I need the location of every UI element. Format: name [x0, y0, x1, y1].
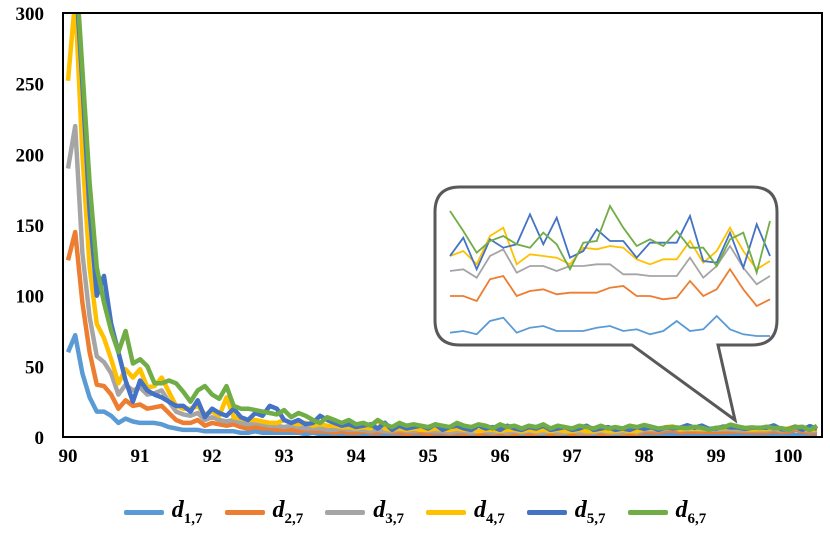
legend-label: d3,7	[373, 497, 404, 528]
legend-item: d6,7	[627, 497, 707, 528]
legend-label-base: d	[373, 497, 386, 523]
inset-line-5	[449, 212, 771, 272]
x-tick-label: 95	[419, 446, 438, 467]
legend-label-base: d	[474, 497, 486, 523]
y-tick-label: 200	[16, 145, 45, 166]
x-tick-label: 99	[707, 446, 726, 467]
legend: d1,7 d2,7 d3,7 d4,7 d5,7 d6,7	[0, 497, 830, 528]
legend-label-base: d	[574, 497, 587, 523]
legend-swatch	[325, 509, 366, 515]
legend-label: d4,7	[474, 497, 505, 528]
y-tick-label: 0	[35, 428, 45, 449]
y-tick-label: 100	[16, 287, 45, 308]
x-tick-label: 100	[774, 446, 803, 467]
legend-item: d4,7	[426, 497, 505, 528]
y-axis-ticks: 0 50 100 150 200 250 300	[16, 4, 45, 449]
y-tick-label: 50	[25, 357, 44, 378]
legend-item: d5,7	[526, 497, 606, 528]
inset-line-6	[449, 203, 771, 276]
zoom-callout-bubble	[433, 185, 779, 424]
legend-label-subscript: 6,7	[687, 510, 707, 527]
legend-label-base: d	[171, 497, 184, 523]
inset-line-2	[450, 267, 771, 308]
y-tick-label: 250	[16, 75, 45, 96]
legend-item: d3,7	[325, 497, 404, 528]
x-axis-ticks: 90 91 92 93 94 95 96 97 98 99 100	[59, 446, 803, 467]
x-tick-label: 90	[59, 446, 78, 467]
x-tick-label: 96	[491, 446, 510, 467]
legend-label-subscript: 2,7	[284, 510, 304, 527]
legend-item: d2,7	[224, 497, 304, 528]
x-tick-label: 98	[635, 446, 654, 467]
plot-area-border	[62, 12, 823, 438]
legend-label-subscript: 4,7	[486, 510, 505, 527]
y-tick-label: 300	[16, 4, 45, 25]
legend-label-subscript: 1,7	[183, 510, 203, 527]
legend-swatch	[526, 509, 567, 515]
legend-swatch	[627, 509, 668, 515]
legend-swatch	[224, 509, 265, 515]
legend-label-subscript: 5,7	[586, 510, 606, 527]
inset-line-4	[449, 225, 771, 271]
x-tick-label: 94	[347, 446, 367, 467]
legend-label: d6,7	[676, 497, 707, 528]
legend-label-base: d	[272, 497, 285, 523]
legend-label-subscript: 3,7	[385, 510, 404, 527]
legend-label: d5,7	[575, 497, 606, 528]
series-line-6	[76, 13, 819, 433]
legend-swatch	[123, 509, 164, 515]
inset-line-1	[449, 314, 770, 337]
legend-label-base: d	[675, 497, 688, 523]
zoom-inset-lines	[449, 203, 771, 337]
legend-label: d2,7	[273, 497, 304, 528]
legend-label: d1,7	[172, 497, 203, 528]
x-tick-label: 91	[131, 446, 150, 467]
series-lines	[65, 13, 819, 437]
legend-swatch	[426, 509, 466, 515]
y-tick-label: 150	[16, 216, 45, 237]
x-tick-label: 93	[275, 446, 294, 467]
legend-item: d1,7	[123, 497, 203, 528]
x-tick-label: 97	[563, 446, 583, 467]
x-tick-label: 92	[203, 446, 222, 467]
